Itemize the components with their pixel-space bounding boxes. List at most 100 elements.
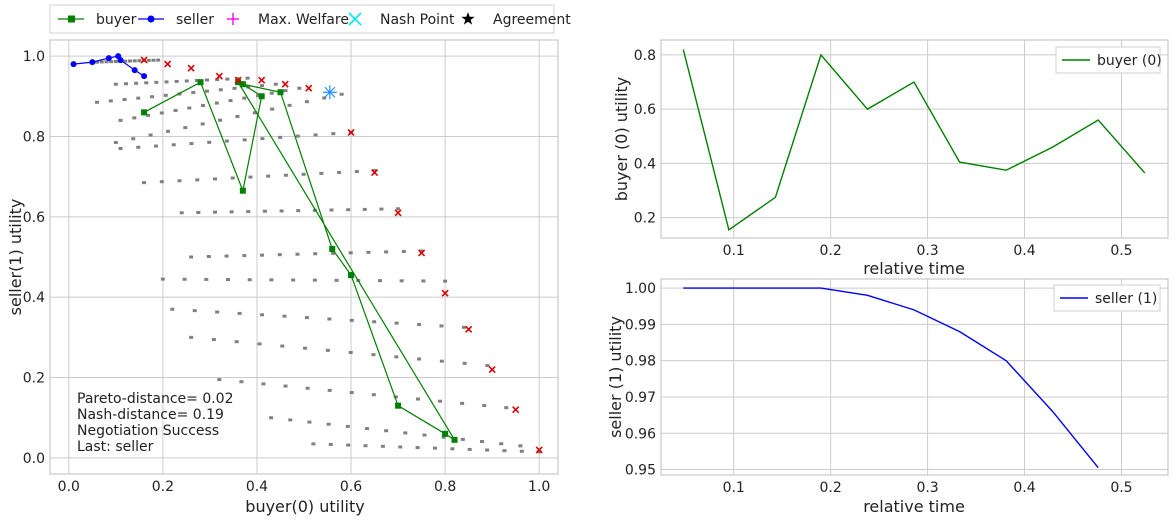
x-tick-label: 0.4 xyxy=(1013,480,1035,496)
buyer-offer-point xyxy=(258,93,265,100)
legend-item-agreement: Agreement xyxy=(461,12,571,28)
y-tick-label: 0.96 xyxy=(625,426,656,442)
outcome-point xyxy=(279,209,284,213)
outcome-point xyxy=(136,145,141,149)
y-tick-label: 0.6 xyxy=(634,102,656,118)
outcome-point xyxy=(242,138,247,142)
x-tick-label: 0.3 xyxy=(916,480,938,496)
y-tick-label: 0.4 xyxy=(23,290,45,306)
outcome-point xyxy=(319,171,324,175)
outcome-point xyxy=(217,378,222,382)
legend-label: Nash Point xyxy=(380,12,455,28)
outcome-point xyxy=(393,395,398,399)
outcome-point xyxy=(142,181,147,185)
outcome-point xyxy=(191,91,196,95)
buyer-offer-point xyxy=(348,272,355,279)
legend-item-nash-point: Nash Point xyxy=(348,12,455,28)
outcome-point xyxy=(159,111,164,115)
outcome-point xyxy=(330,251,335,255)
outcome-point xyxy=(226,278,231,282)
outcome-point xyxy=(232,86,237,90)
outcome-point xyxy=(296,209,301,213)
buyer-offer-point xyxy=(451,436,458,443)
outcome-point xyxy=(380,444,385,448)
outcome-point xyxy=(432,446,437,450)
outcome-point xyxy=(421,279,426,283)
outcome-point xyxy=(230,176,235,180)
y-tick-label: 1.00 xyxy=(625,281,656,297)
outcome-point xyxy=(372,320,377,324)
outcome-point xyxy=(287,103,292,107)
outcome-point xyxy=(417,323,422,327)
pareto-point xyxy=(234,76,242,84)
legend-item-max-welfare: Max. Welfare xyxy=(227,12,349,28)
nash-point-marker xyxy=(322,85,337,100)
outcome-point xyxy=(312,278,317,282)
outcome-point xyxy=(278,135,283,139)
outcome-point xyxy=(234,340,239,344)
pareto-point xyxy=(140,56,148,64)
outcome-point xyxy=(269,91,274,95)
seller-offer-point xyxy=(141,73,148,80)
x-tick-label: 1.0 xyxy=(528,479,550,495)
outcome-point xyxy=(260,84,265,88)
seller-offer-point xyxy=(89,59,96,66)
outcome-point xyxy=(371,353,376,357)
outcome-point xyxy=(384,250,389,254)
seller-utility-line xyxy=(683,287,1099,469)
outcome-point xyxy=(280,344,285,348)
outcome-point xyxy=(384,429,389,433)
buyer-legend-label: buyer (0) xyxy=(1097,53,1162,69)
outcome-point xyxy=(206,255,211,259)
outcome-point xyxy=(118,147,123,150)
outcome-point xyxy=(348,251,353,255)
outcome-point xyxy=(207,140,212,144)
outcome-point xyxy=(331,132,336,136)
outcome-point xyxy=(118,118,123,122)
outcome-point xyxy=(189,142,194,146)
seller-x-axis-label: relative time xyxy=(863,497,965,516)
outcome-point xyxy=(212,210,217,214)
outcome-point xyxy=(348,351,353,355)
outcome-point xyxy=(266,174,271,178)
outcome-point xyxy=(417,357,422,361)
outcome-point xyxy=(108,99,113,103)
x-tick-label: 0.1 xyxy=(723,480,745,496)
outcome-point xyxy=(303,346,308,350)
x-tick-label: 0.3 xyxy=(916,243,938,259)
outcome-point xyxy=(245,76,250,80)
buyer-offer-point xyxy=(235,79,242,86)
buyer-offer-point xyxy=(395,402,402,409)
buyer-utility-plot: 0.1 0.2 0.3 0.4 0.5 0.2 0.4 0.6 0.8 buyer (0) re… xyxy=(612,39,1169,278)
buyer-offer-point xyxy=(239,81,246,88)
y-tick-label: 0.8 xyxy=(23,129,45,145)
outcome-point xyxy=(163,93,168,97)
outcome-point xyxy=(499,442,504,446)
outcome-point xyxy=(334,278,339,282)
outcome-point xyxy=(460,401,465,405)
outcome-point xyxy=(248,175,253,179)
outcome-point xyxy=(228,99,233,103)
outcome-point xyxy=(349,391,354,395)
outcome-point xyxy=(438,399,443,403)
x-tick-label: 0.2 xyxy=(820,243,842,259)
outcome-point xyxy=(160,277,165,281)
buyer-offer-point xyxy=(277,89,284,96)
outcome-point xyxy=(283,384,288,388)
outcome-point xyxy=(504,406,509,410)
outcome-point xyxy=(297,86,302,90)
outcome-point xyxy=(363,444,368,448)
outcome-point xyxy=(242,96,247,100)
outcome-point xyxy=(224,254,229,258)
x-tick-label: 0.4 xyxy=(246,479,268,495)
outcome-point xyxy=(132,59,137,63)
outcome-point xyxy=(377,279,382,283)
outcome-point xyxy=(212,177,217,181)
outcome-point xyxy=(485,364,490,367)
outcome-point xyxy=(313,252,318,256)
outcome-point xyxy=(273,82,278,86)
outcome-point xyxy=(291,278,296,282)
outcome-point xyxy=(305,386,310,390)
outcome-point xyxy=(482,404,487,408)
outcome-point xyxy=(154,144,159,148)
